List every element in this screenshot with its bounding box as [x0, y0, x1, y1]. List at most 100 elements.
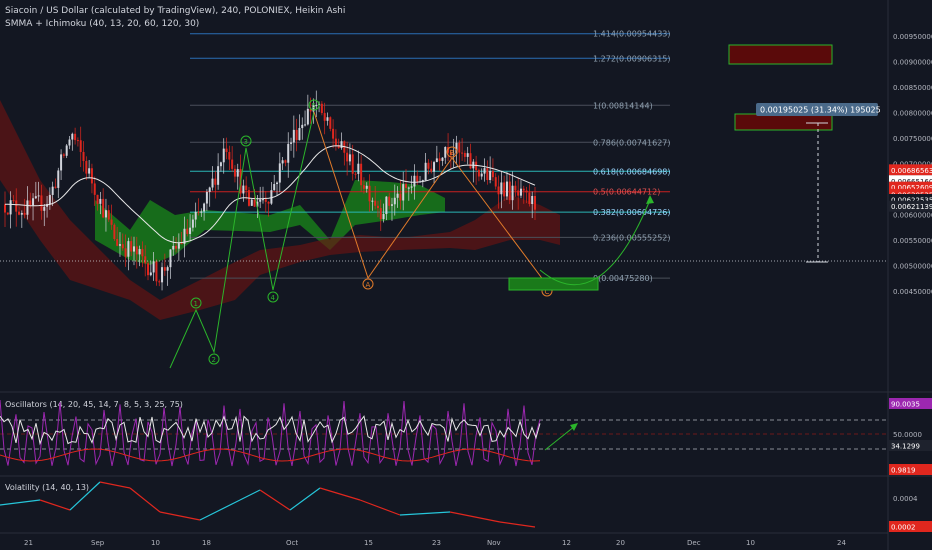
candle-body	[405, 184, 408, 188]
volatility-title: Volatility (14, 40, 13)	[5, 483, 89, 492]
candle-body	[107, 210, 110, 220]
impulse-wave-marker	[208, 353, 220, 365]
candle-body	[503, 182, 506, 197]
candle-body	[365, 185, 368, 189]
volatility-segment	[159, 511, 201, 521]
candle-body	[82, 151, 85, 162]
candle-body	[385, 196, 388, 215]
candle-body	[57, 170, 60, 188]
buy-zone-box	[508, 277, 599, 291]
candle-body	[118, 244, 121, 246]
candle-body	[40, 195, 43, 211]
candle-body	[309, 108, 312, 112]
price-axis-tick: 0.00900000	[893, 59, 932, 67]
volatility-segment	[499, 521, 536, 528]
candle-body	[337, 144, 340, 148]
indicator-label: SMMA + Ichimoku (40, 13, 20, 60, 120, 30…	[5, 19, 200, 29]
candle-body	[379, 208, 382, 220]
oscillator-pane: Oscillators (14, 20, 45, 14, 7, 8, 5, 3,…	[0, 398, 932, 475]
volatility-pane: Volatility (14, 40, 13) 0.0004 0.0002	[0, 481, 932, 532]
time-axis-label: 10	[151, 539, 160, 547]
candle-body	[250, 199, 253, 206]
candle-body	[301, 124, 304, 129]
projection-arrowhead	[646, 195, 654, 204]
candle-body	[200, 211, 203, 213]
candle-body	[96, 194, 99, 204]
candle-body	[360, 163, 363, 186]
candle-body	[497, 186, 500, 195]
candle-body	[116, 239, 119, 246]
candle-body	[205, 191, 208, 204]
price-axis-tick: 0.00750000	[893, 135, 932, 143]
candle-body	[208, 187, 211, 192]
candle-body	[483, 168, 486, 174]
candle-body	[152, 261, 155, 273]
price-axis-badge-text: 0.00686563	[891, 167, 932, 175]
target-zone-box	[734, 113, 833, 131]
candle-body	[382, 214, 385, 220]
candle-body	[183, 228, 186, 244]
candle-body	[20, 212, 23, 215]
candle-body	[276, 182, 279, 185]
oscillator-badge-text: 90.0035	[891, 401, 920, 409]
candle-body	[34, 196, 37, 199]
volatility-segment	[39, 499, 71, 511]
candle-body	[253, 199, 256, 207]
impulse-wave-line	[169, 111, 315, 369]
impulse-wave-label: 3	[244, 138, 248, 146]
candle-body	[172, 245, 175, 250]
oscillator-line-white	[0, 415, 541, 446]
impulse-wave-marker	[190, 297, 202, 309]
candle-body	[130, 241, 133, 252]
candle-body	[362, 185, 365, 189]
candle-body	[261, 199, 264, 201]
candle-body	[18, 211, 21, 215]
oscillator-tick: 34.1299	[891, 443, 920, 451]
candle-body	[256, 201, 259, 207]
candle-body	[522, 188, 525, 191]
price-axis-badge	[889, 194, 932, 206]
candle-body	[267, 201, 270, 204]
volatility-badge-text: 0.0002	[891, 524, 916, 532]
ichimoku-cloud-bear	[450, 220, 475, 250]
corrective-wave-line	[313, 111, 548, 286]
candle-body	[132, 246, 135, 252]
candle-body	[259, 199, 262, 202]
candle-body	[46, 204, 49, 207]
price-axis-tick: 0.00800000	[893, 110, 932, 118]
volatility-segment	[199, 499, 241, 521]
volatility-segment	[359, 499, 401, 516]
candle-body	[390, 204, 393, 206]
candle-body	[461, 152, 464, 154]
corrective-wave-label: B	[450, 149, 455, 157]
candle-body	[346, 152, 349, 162]
candle-body	[489, 171, 492, 181]
candle-body	[500, 182, 503, 195]
candle-body	[441, 157, 444, 161]
candle-body	[278, 163, 281, 183]
ichimoku-cloud-bull	[300, 205, 330, 250]
candle-body	[469, 153, 472, 169]
time-axis-label: 23	[432, 539, 441, 547]
impulse-wave-marker	[267, 291, 279, 303]
candle-body	[447, 146, 450, 153]
oscillator-tick: 50.0000	[893, 431, 922, 439]
candle-body	[155, 261, 158, 282]
candle-body	[194, 211, 197, 220]
price-axis-badge-text: 0.00621139	[891, 203, 932, 211]
candle-body	[519, 188, 522, 196]
candle-body	[491, 171, 494, 178]
candle-body	[416, 175, 419, 182]
candle-body	[68, 139, 71, 146]
candle-body	[298, 128, 301, 141]
candle-body	[388, 196, 391, 206]
impulse-wave-label: 2	[212, 356, 216, 364]
volatility-tick: 0.0004	[893, 495, 918, 503]
candle-body	[348, 154, 351, 162]
oscillator-title: Oscillators (14, 20, 45, 14, 7, 8, 5, 3,…	[5, 400, 183, 409]
volatility-segment	[289, 487, 321, 511]
candle-body	[138, 249, 141, 255]
candle-body	[326, 117, 329, 121]
volatility-segment	[69, 481, 101, 511]
